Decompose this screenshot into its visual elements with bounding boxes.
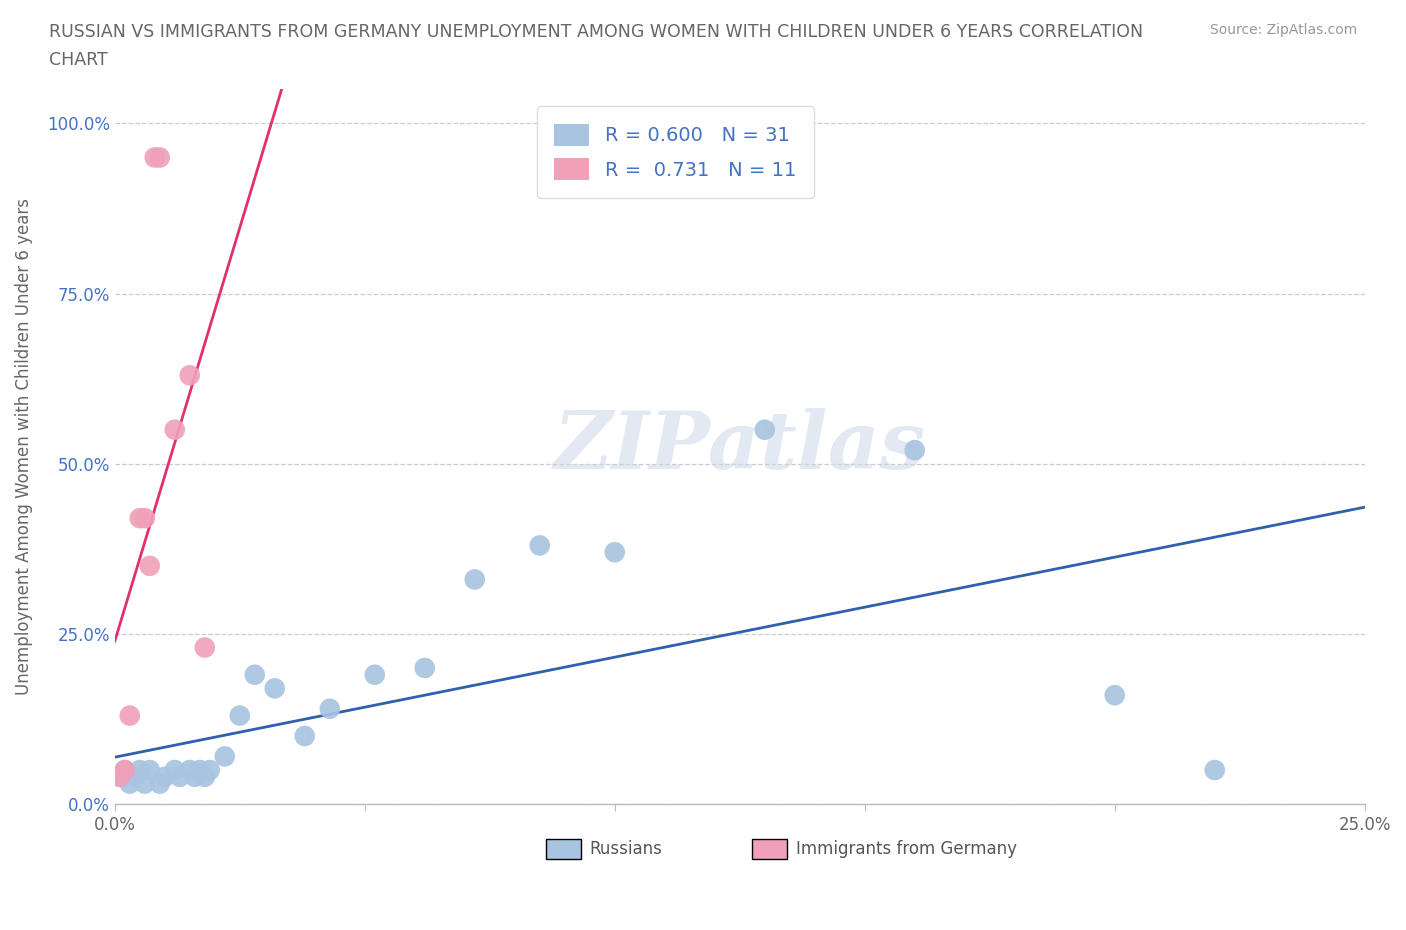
Point: [134, 511, 156, 525]
Point: [904, 443, 927, 458]
Legend: R = 0.600   N = 31, R =  0.731   N = 11: R = 0.600 N = 31, R = 0.731 N = 11: [537, 106, 814, 198]
FancyBboxPatch shape: [752, 839, 787, 859]
Point: [214, 749, 236, 764]
Point: [108, 769, 131, 784]
Point: [243, 668, 266, 683]
Point: [294, 728, 316, 743]
Point: [754, 422, 776, 437]
Point: [1204, 763, 1226, 777]
Point: [194, 769, 217, 784]
Point: [163, 422, 186, 437]
Point: [194, 640, 217, 655]
FancyBboxPatch shape: [546, 839, 581, 859]
Point: [139, 763, 162, 777]
Point: [529, 538, 551, 552]
Text: Immigrants from Germany: Immigrants from Germany: [796, 840, 1017, 858]
Point: [413, 660, 436, 675]
Text: Russians: Russians: [589, 840, 662, 858]
Point: [169, 769, 191, 784]
Point: [118, 777, 141, 791]
Text: Source: ZipAtlas.com: Source: ZipAtlas.com: [1209, 23, 1357, 37]
Point: [1104, 687, 1126, 702]
Y-axis label: Unemployment Among Women with Children Under 6 years: Unemployment Among Women with Children U…: [15, 198, 32, 696]
Point: [149, 150, 172, 165]
Point: [464, 572, 486, 587]
Point: [184, 769, 207, 784]
Point: [108, 769, 131, 784]
Point: [114, 763, 136, 777]
Point: [114, 763, 136, 777]
Point: [229, 708, 252, 723]
Text: RUSSIAN VS IMMIGRANTS FROM GERMANY UNEMPLOYMENT AMONG WOMEN WITH CHILDREN UNDER : RUSSIAN VS IMMIGRANTS FROM GERMANY UNEMP…: [49, 23, 1143, 41]
Point: [134, 777, 156, 791]
Point: [128, 511, 150, 525]
Point: [179, 763, 201, 777]
Point: [179, 368, 201, 383]
Point: [319, 701, 342, 716]
Point: [149, 777, 172, 791]
Point: [163, 763, 186, 777]
Point: [118, 708, 141, 723]
Point: [153, 769, 176, 784]
Text: ZIPatlas: ZIPatlas: [554, 408, 925, 485]
Point: [198, 763, 221, 777]
Point: [124, 769, 146, 784]
Point: [139, 558, 162, 573]
Text: CHART: CHART: [49, 51, 108, 69]
Point: [188, 763, 211, 777]
Point: [263, 681, 285, 696]
Point: [603, 545, 626, 560]
Point: [128, 763, 150, 777]
Point: [364, 668, 387, 683]
Point: [143, 150, 166, 165]
